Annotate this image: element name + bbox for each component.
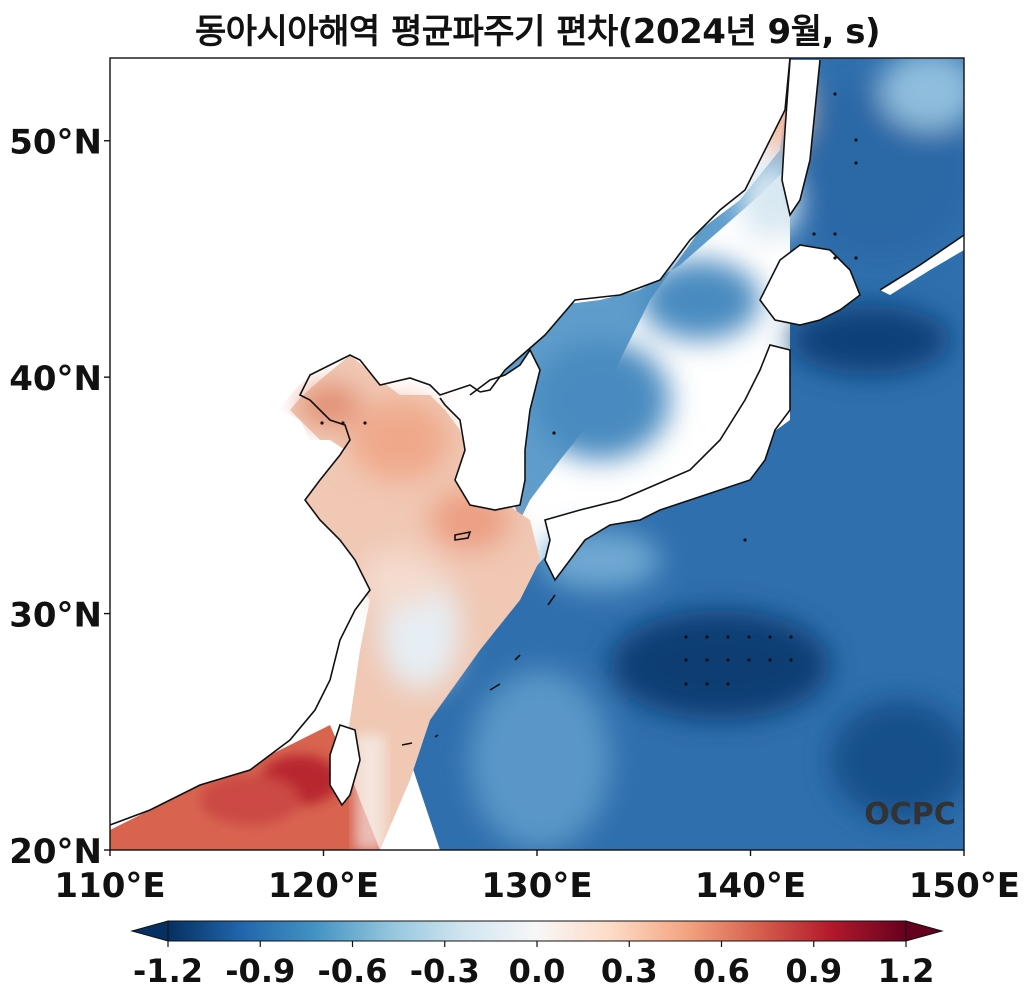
colorbar-tick-label: -1.2 xyxy=(133,952,203,990)
significance-dots xyxy=(320,92,858,686)
lat-tick-label: 20°N xyxy=(9,832,102,872)
lon-tick-label: 110°E xyxy=(54,866,165,906)
colorbar-tick-label: 0.9 xyxy=(785,952,842,990)
colorbar-tick-label: -0.9 xyxy=(225,952,295,990)
lat-tick-label: 40°N xyxy=(9,359,102,399)
colorbar-tick-label: 0.6 xyxy=(693,952,750,990)
colorbar-gradient xyxy=(167,920,907,942)
colorbar: -1.2 -0.9 -0.6 -0.3 0.0 0.3 0.6 0.9 1.2 xyxy=(130,920,944,990)
lon-tick-label: 120°E xyxy=(268,866,379,906)
anomaly-field xyxy=(110,58,964,850)
lat-tick-label: 50°N xyxy=(9,123,102,163)
colorbar-max-extend xyxy=(905,920,944,942)
colorbar-ticks: -1.2 -0.9 -0.6 -0.3 0.0 0.3 0.6 0.9 1.2 xyxy=(133,941,934,990)
ocpc-watermark: OCPC xyxy=(864,797,956,832)
lat-tick-label: 30°N xyxy=(9,596,102,636)
latitude-axis: 50°N 40°N 30°N 20°N xyxy=(9,123,110,872)
lon-tick-label: 130°E xyxy=(481,866,592,906)
colorbar-tick-label: -0.3 xyxy=(410,952,480,990)
lon-tick-label: 140°E xyxy=(695,866,806,906)
colorbar-tick-label: 1.2 xyxy=(878,952,935,990)
colorbar-tick-label: 0.3 xyxy=(601,952,658,990)
map-title: 동아시아해역 평균파주기 편차(2024년 9월, s) xyxy=(194,12,881,52)
colorbar-min-extend xyxy=(130,920,169,942)
colorbar-tick-label: 0.0 xyxy=(509,952,566,990)
coastlines xyxy=(110,58,964,826)
lon-tick-label: 150°E xyxy=(909,866,1020,906)
longitude-axis: 110°E 120°E 130°E 140°E 150°E xyxy=(54,850,1020,906)
colorbar-tick-label: -0.6 xyxy=(318,952,388,990)
